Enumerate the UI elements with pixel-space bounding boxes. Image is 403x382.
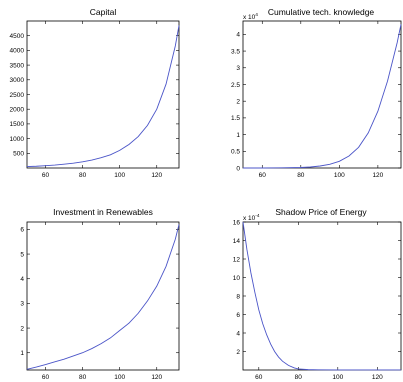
shadow-price-of-energy-y-tick-label: 14 <box>233 238 241 245</box>
cumulative-tech-knowledge-axes-frame <box>242 20 402 169</box>
capital-series-line <box>26 25 180 167</box>
shadow-price-of-energy-axis-exponent: x 10-4 <box>243 213 260 222</box>
shadow-price-of-energy-x-tick-label: 80 <box>295 374 303 381</box>
investment-in-renewables-x-tick-label: 120 <box>151 374 162 381</box>
investment-in-renewables-y-tick-label: 2 <box>20 325 24 332</box>
investment-in-renewables-y-tick-label: 1 <box>20 350 24 357</box>
shadow-price-of-energy-x-tick-label: 60 <box>255 374 263 381</box>
subplot-shadow-price-of-energy: Shadow Price of Energy 60 80 100 120 2 4 6 8 10 1… <box>233 207 402 381</box>
capital-y-tick-label: 2500 <box>10 92 25 99</box>
shadow-price-of-energy-x-tick-label: 120 <box>372 374 383 381</box>
cumulative-tech-knowledge-y-tick-label: 1.5 <box>231 115 240 122</box>
cumulative-tech-knowledge-series-line <box>243 24 402 169</box>
cumulative-tech-knowledge-x-tick-label: 100 <box>334 172 345 179</box>
cumulative-tech-knowledge-axis-exponent: x 104 <box>243 12 258 21</box>
subplot-cumulative-tech-knowledge-title: Cumulative tech. knowledge <box>268 7 375 17</box>
cumulative-tech-knowledge-y-tick-label: 4 <box>236 32 240 39</box>
capital-x-tick-label: 100 <box>114 172 125 179</box>
shadow-price-of-energy-axes-frame <box>242 221 402 371</box>
cumulative-tech-knowledge-x-tick-label: 120 <box>372 172 383 179</box>
shadow-price-of-energy-y-tick-label: 16 <box>233 219 241 226</box>
shadow-price-of-energy-series-line <box>242 221 401 371</box>
cumulative-tech-knowledge-x-tick-label: 80 <box>297 172 305 179</box>
subplot-cumulative-tech-knowledge: Cumulative tech. knowledge 60 80 100 120 0 0.… <box>231 7 402 179</box>
investment-in-renewables-y-tick-label: 4 <box>20 276 24 283</box>
capital-y-tick-label: 3500 <box>10 62 25 69</box>
subplot-investment-in-renewables-title: Investment in Renewables <box>53 207 153 217</box>
cumulative-tech-knowledge-y-tick-label: 2.5 <box>231 82 240 89</box>
investment-in-renewables-y-tick-label: 3 <box>20 301 24 308</box>
capital-x-tick-label: 80 <box>79 172 87 179</box>
capital-y-tick-label: 2000 <box>10 107 25 114</box>
capital-y-tick-label: 1000 <box>10 136 25 143</box>
shadow-price-of-energy-x-tick-label: 100 <box>332 374 343 381</box>
cumulative-tech-knowledge-y-tick-label: 0 <box>236 165 240 172</box>
cumulative-tech-knowledge-y-tick-label: 1 <box>236 132 240 139</box>
investment-in-renewables-x-tick-label: 80 <box>79 374 87 381</box>
shadow-price-of-energy-y-tick-label: 6 <box>236 312 240 319</box>
investment-in-renewables-x-tick-label: 60 <box>42 374 50 381</box>
capital-x-tick-label: 60 <box>42 172 50 179</box>
cumulative-tech-knowledge-x-tick-label: 60 <box>259 172 267 179</box>
capital-y-tick-label: 4500 <box>10 33 25 40</box>
cumulative-tech-knowledge-y-tick-label: 3.5 <box>231 48 240 55</box>
cumulative-tech-knowledge-y-tick-label: 2 <box>236 98 240 105</box>
shadow-price-of-energy-y-tick-label: 4 <box>236 330 240 337</box>
investment-in-renewables-y-tick-label: 5 <box>20 251 24 258</box>
shadow-price-of-energy-y-tick-label: 10 <box>233 275 241 282</box>
capital-y-tick-label: 3000 <box>10 77 25 84</box>
subplot-shadow-price-of-energy-title: Shadow Price of Energy <box>275 207 367 217</box>
subplot-capital: Capital 60 80 100 120 500 1000 1500 2000 2500 300… <box>10 7 180 179</box>
investment-in-renewables-y-tick-label: 6 <box>20 227 24 234</box>
subplot-investment-in-renewables: Investment in Renewables 60 80 100 120 1 2 3 4 5… <box>20 207 180 381</box>
shadow-price-of-energy-y-tick-label: 8 <box>236 293 240 300</box>
cumulative-tech-knowledge-y-tick-label: 3 <box>236 65 240 72</box>
capital-axes-frame <box>26 20 180 169</box>
investment-in-renewables-axes-frame <box>26 221 180 371</box>
subplot-capital-title: Capital <box>90 7 117 17</box>
capital-x-tick-label: 120 <box>151 172 162 179</box>
capital-y-tick-label: 1500 <box>10 121 25 128</box>
shadow-price-of-energy-y-tick-label: 12 <box>233 256 241 263</box>
cumulative-tech-knowledge-y-tick-label: 0.5 <box>231 149 240 156</box>
capital-y-tick-label: 4000 <box>10 48 25 55</box>
capital-y-tick-label: 500 <box>13 151 24 158</box>
investment-in-renewables-series-line <box>26 224 180 370</box>
investment-in-renewables-x-tick-label: 100 <box>114 374 125 381</box>
shadow-price-of-energy-y-tick-label: 2 <box>236 349 240 356</box>
